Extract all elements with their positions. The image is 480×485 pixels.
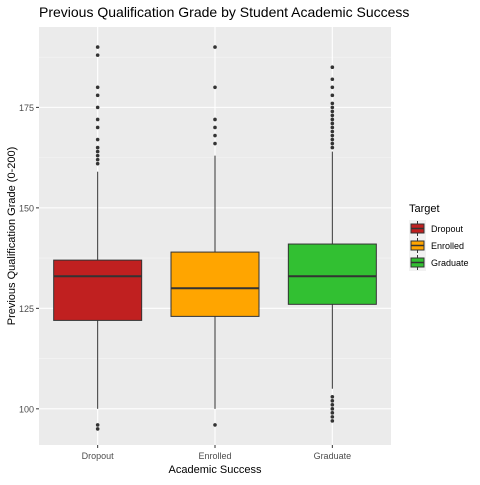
y-tick-label: 150 bbox=[19, 203, 34, 213]
outlier-point bbox=[213, 85, 217, 90]
outlier-point bbox=[330, 394, 335, 399]
outlier-point bbox=[330, 145, 335, 150]
box-enrolled bbox=[170, 251, 260, 317]
x-tick-label: Graduate bbox=[314, 451, 352, 461]
outlier-point bbox=[330, 121, 335, 126]
outlier-point bbox=[95, 137, 100, 142]
box-group-enrolled bbox=[170, 45, 260, 427]
outlier-point bbox=[95, 157, 100, 162]
outlier-point bbox=[213, 133, 217, 138]
outlier-point bbox=[213, 423, 217, 427]
x-tick-label: Dropout bbox=[82, 451, 115, 461]
outlier-point bbox=[95, 125, 100, 130]
outlier-point bbox=[330, 403, 335, 407]
box-dropout bbox=[53, 259, 143, 321]
outlier-point bbox=[330, 133, 335, 138]
outlier-point bbox=[330, 85, 335, 90]
outlier-point bbox=[95, 45, 100, 49]
box-group-graduate bbox=[287, 65, 377, 423]
outlier-point bbox=[95, 53, 100, 57]
y-axis-label: Previous Qualification Grade (0-200) bbox=[6, 147, 18, 326]
outlier-point bbox=[330, 105, 335, 110]
outlier-point bbox=[330, 77, 335, 82]
outlier-point bbox=[95, 117, 100, 122]
outlier-point bbox=[330, 398, 335, 403]
x-axis-label: Academic Success bbox=[169, 464, 262, 476]
outlier-point bbox=[330, 141, 335, 146]
y-tick-label: 100 bbox=[19, 404, 34, 414]
legend-label-enrolled: Enrolled bbox=[431, 241, 464, 251]
outlier-point bbox=[330, 101, 335, 106]
outlier-point bbox=[95, 423, 100, 427]
outlier-point bbox=[95, 161, 100, 166]
box-group-dropout bbox=[53, 45, 143, 431]
y-tick-label: 125 bbox=[19, 304, 34, 314]
outlier-point bbox=[95, 93, 100, 98]
outlier-point bbox=[213, 117, 217, 122]
legend-title: Target bbox=[409, 203, 440, 215]
outlier-point bbox=[95, 85, 100, 90]
outlier-point bbox=[330, 419, 335, 423]
legend-label-graduate: Graduate bbox=[431, 258, 469, 268]
outlier-point bbox=[213, 45, 217, 49]
outlier-point bbox=[330, 117, 335, 122]
outlier-point bbox=[330, 137, 335, 142]
x-axis: Dropout Enrolled Graduate bbox=[82, 445, 351, 461]
outlier-point bbox=[95, 149, 100, 154]
legend-label-dropout: Dropout bbox=[431, 224, 464, 234]
y-tick-label: 175 bbox=[19, 103, 34, 113]
box-graduate bbox=[287, 243, 377, 305]
boxes bbox=[53, 45, 377, 431]
outlier-point bbox=[330, 407, 335, 411]
outlier-point bbox=[95, 105, 100, 110]
outlier-point bbox=[330, 411, 335, 415]
outlier-point bbox=[95, 153, 100, 158]
outlier-point bbox=[95, 427, 100, 431]
outlier-point bbox=[95, 145, 100, 150]
outlier-point bbox=[330, 65, 335, 69]
outlier-point bbox=[213, 141, 217, 146]
outlier-point bbox=[330, 113, 335, 118]
x-tick-label: Enrolled bbox=[198, 451, 231, 461]
outlier-point bbox=[330, 93, 335, 98]
outlier-point bbox=[213, 125, 217, 130]
outlier-point bbox=[330, 125, 335, 130]
outlier-point bbox=[330, 109, 335, 114]
chart-title: Previous Qualification Grade by Student … bbox=[39, 4, 409, 20]
outlier-point bbox=[330, 415, 335, 419]
legend: Target Dropout Enrolled Graduate bbox=[409, 203, 469, 271]
y-axis: 100 125 150 175 bbox=[19, 103, 39, 414]
outlier-point bbox=[330, 129, 335, 134]
